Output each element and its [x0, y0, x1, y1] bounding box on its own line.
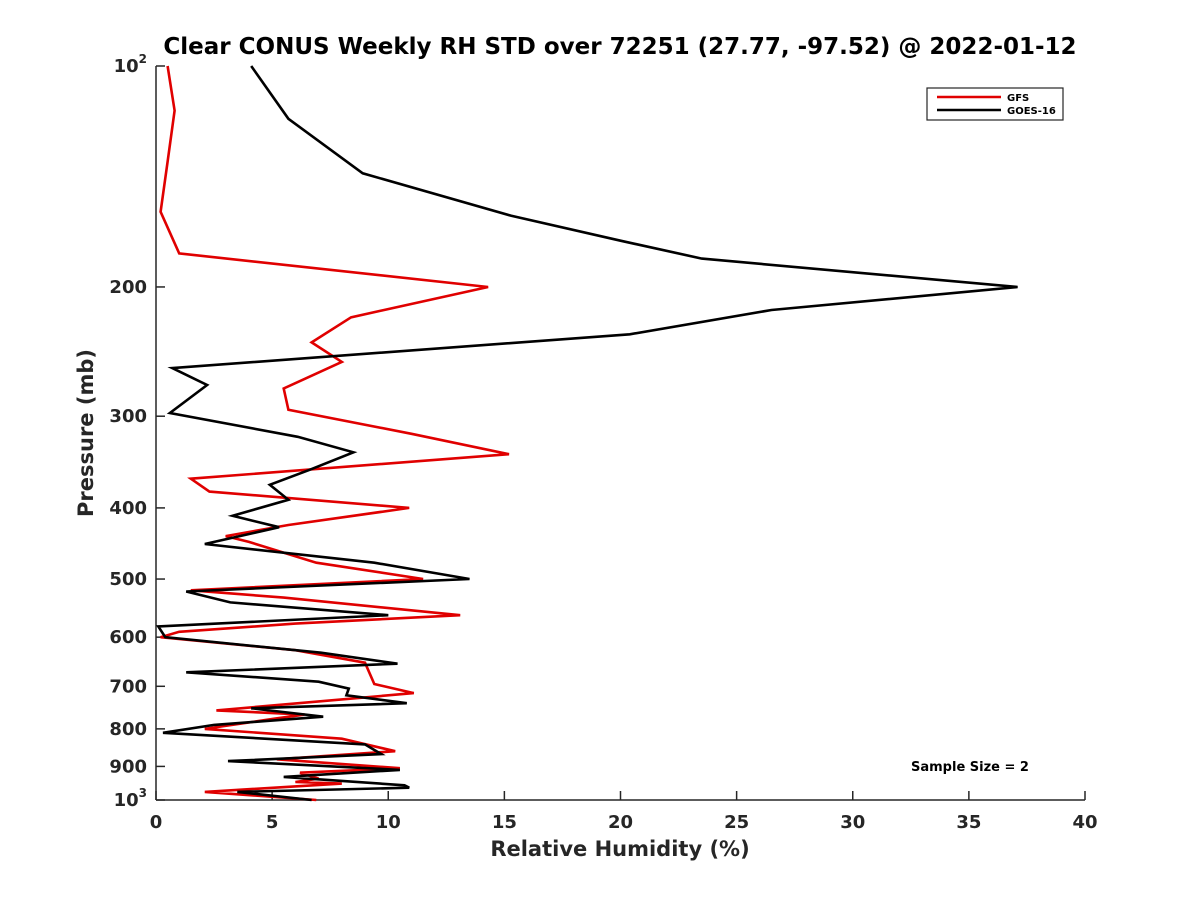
series-line-goes16	[155, 65, 1018, 802]
x-ticks: 0 5 10 15 20 25 30 35 40	[150, 791, 1098, 833]
y-tick-label-100: 102	[114, 52, 147, 77]
y-tick-label-400: 400	[109, 498, 147, 519]
x-tick-label-5: 5	[266, 812, 279, 833]
x-tick-label-20: 20	[608, 812, 633, 833]
plot-background	[156, 66, 1085, 800]
y-tick-label-500: 500	[109, 569, 147, 590]
y-axis-label: Pressure (mb)	[74, 349, 98, 517]
y-tick-label-300: 300	[109, 406, 147, 427]
legend: GFS GOES-16	[926, 87, 1064, 121]
y-ticks: 102 200 300 400 500 600 700 800 900 103	[109, 52, 165, 811]
x-tick-label-40: 40	[1072, 812, 1097, 833]
sample-size-annotation: Sample Size = 2	[911, 760, 1029, 775]
chart-title: Clear CONUS Weekly RH STD over 72251 (27…	[163, 34, 1076, 60]
x-tick-label-35: 35	[956, 812, 981, 833]
y-tick-label-600: 600	[109, 627, 147, 648]
x-tick-label-15: 15	[492, 812, 517, 833]
y-tick-label-800: 800	[109, 719, 147, 740]
x-tick-label-25: 25	[724, 812, 749, 833]
y-tick-label-200: 200	[109, 277, 147, 298]
x-tick-label-0: 0	[150, 812, 163, 833]
series-lines	[155, 65, 1018, 802]
legend-label-gfs: GFS	[1007, 93, 1029, 104]
x-tick-label-10: 10	[376, 812, 401, 833]
legend-box	[926, 87, 1064, 121]
y-tick-label-1000: 103	[114, 786, 147, 811]
y-tick-label-900: 900	[109, 756, 147, 777]
x-axis-label: Relative Humidity (%)	[490, 837, 749, 861]
y-tick-label-700: 700	[109, 676, 147, 697]
x-tick-label-30: 30	[840, 812, 865, 833]
legend-label-goes16: GOES-16	[1007, 106, 1056, 117]
plot-area: 0 5 10 15 20 25 30 35 40 102 200 300 400 500 600 700 80…	[109, 52, 1097, 833]
